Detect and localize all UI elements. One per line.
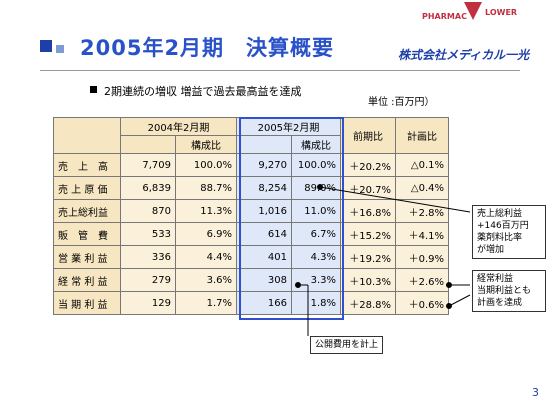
logo-text: PHARMAC bbox=[422, 12, 467, 21]
table-cell: 100.0% bbox=[175, 153, 237, 177]
callout-line: 薬剤料比率 bbox=[477, 233, 523, 243]
table-cell: ＋2.8% bbox=[395, 199, 449, 223]
table-cell: ＋15.2% bbox=[340, 222, 396, 246]
table-cell: 売上総利益 bbox=[53, 199, 121, 223]
table-cell: 4.3% bbox=[291, 245, 341, 269]
table-cell: △0.4% bbox=[395, 176, 449, 200]
callout-line: 公開費用を計上 bbox=[315, 340, 379, 350]
rule bbox=[40, 70, 520, 71]
summary-table: 2004年2月期 2005年2月期 前期比 計画比 構成比 構成比売 上 高 7,709 10… bbox=[53, 117, 449, 315]
callout-line: が増加 bbox=[477, 245, 505, 255]
callout-line: 経常利益 bbox=[477, 274, 514, 284]
bullet-icon bbox=[56, 45, 64, 53]
table-row: 経 常 利 益 279 3.6% 308 3.3% ＋10.3% ＋2.6% bbox=[53, 268, 449, 292]
callout-line: 当期利益とも bbox=[477, 286, 532, 296]
table-cell: ＋0.6% bbox=[395, 291, 449, 315]
table-row: 売 上 高 7,709 100.0% 9,270 100.0% ＋20.2% △0.1% bbox=[53, 153, 449, 177]
table-cell: 経 常 利 益 bbox=[53, 268, 121, 292]
callout-line: +146百万円 bbox=[477, 221, 529, 231]
header-cell: 構成比 bbox=[175, 135, 237, 154]
header-cell: 前期比 bbox=[340, 117, 396, 154]
table-cell: 7,709 bbox=[120, 153, 176, 177]
table-cell: 870 bbox=[120, 199, 176, 223]
table-cell: 営 業 利 益 bbox=[53, 245, 121, 269]
table-cell: 3.3% bbox=[291, 268, 341, 292]
table-cell: 1.7% bbox=[175, 291, 237, 315]
table-row: 売上総利益 870 11.3% 1,016 11.0% ＋16.8% ＋2.8% bbox=[53, 199, 449, 223]
callout: 売上総利益 +146百万円 薬剤料比率が増加 bbox=[472, 205, 546, 259]
table-cell: 401 bbox=[236, 245, 292, 269]
table-cell: 1.8% bbox=[291, 291, 341, 315]
logo-text: LOWER bbox=[485, 8, 518, 17]
summary: 2期連続の増収 増益で過去最高益を達成 bbox=[104, 85, 302, 98]
header-cell: 計画比 bbox=[395, 117, 449, 154]
table-row: 当 期 利 益 129 1.7% 166 1.8% ＋28.8% ＋0.6% bbox=[53, 291, 449, 315]
header-row: 2004年2月期 2005年2月期 前期比 計画比 bbox=[53, 117, 449, 154]
table-cell: 6,839 bbox=[120, 176, 176, 200]
table-cell: 6.7% bbox=[291, 222, 341, 246]
company-name: 株式会社メディカル一光 bbox=[398, 48, 530, 62]
table-cell: 1,016 bbox=[236, 199, 292, 223]
table-cell: 88.7% bbox=[175, 176, 237, 200]
table-cell: ＋20.7% bbox=[340, 176, 396, 200]
page-number: 3 bbox=[532, 386, 539, 399]
header-row: 構成比 構成比 bbox=[54, 135, 449, 154]
table-cell: 売 上 高 bbox=[53, 153, 121, 177]
callout: 経常利益当期利益とも 計画を達成 bbox=[472, 270, 546, 312]
callout: 公開費用を計上 bbox=[310, 336, 384, 354]
table-cell: 100.0% bbox=[291, 153, 341, 177]
table-cell: 3.6% bbox=[175, 268, 237, 292]
table-cell: 当 期 利 益 bbox=[53, 291, 121, 315]
table-cell: 4.4% bbox=[175, 245, 237, 269]
table-cell: 11.0% bbox=[291, 199, 341, 223]
bullet bbox=[90, 86, 97, 93]
logo-mark bbox=[464, 2, 482, 20]
header-cell bbox=[120, 135, 176, 154]
unit: 単位 :百万円） bbox=[368, 97, 435, 108]
table-cell: 9,270 bbox=[236, 153, 292, 177]
slide-title: 2005年2月期 決算概要 bbox=[80, 36, 335, 60]
table-cell: 売 上 原 価 bbox=[53, 176, 121, 200]
table-cell: ＋20.2% bbox=[340, 153, 396, 177]
callout-line: 売上総利益 bbox=[477, 209, 523, 219]
bullet-icon bbox=[40, 40, 52, 52]
table-cell: ＋28.8% bbox=[340, 291, 396, 315]
callout-line: 計画を達成 bbox=[477, 298, 523, 308]
table-cell: ＋19.2% bbox=[340, 245, 396, 269]
header-cell bbox=[53, 117, 121, 154]
